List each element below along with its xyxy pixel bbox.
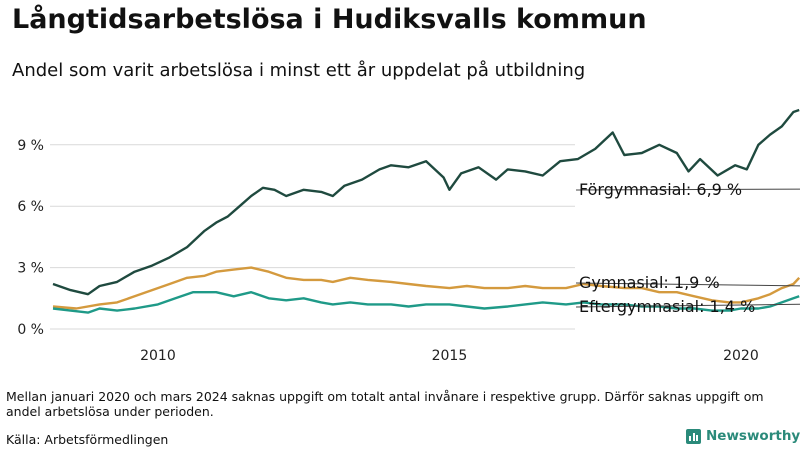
forgymnasial-label-leader xyxy=(575,188,800,191)
gridlines xyxy=(50,144,575,330)
x-tick-label: 2015 xyxy=(432,348,468,364)
y-axis-ticks: 0 % 3 % 6 % 9 % xyxy=(17,138,44,338)
eftergymnasial-label-leader xyxy=(575,303,800,308)
eftergymnasial-line-segment-1 xyxy=(52,291,800,314)
brand-name: Newsworthy xyxy=(706,428,800,444)
y-tick-label: 9 % xyxy=(17,138,44,154)
x-tick-label: 2010 xyxy=(140,348,176,364)
gymnasial-line-segment-1 xyxy=(52,266,800,310)
forgymnasial-line-segment-1 xyxy=(52,108,800,296)
source-credit: Källa: Arbetsförmedlingen xyxy=(6,432,169,447)
eftergymnasial-label: Eftergymnasial: 1,4 % xyxy=(579,297,755,316)
footnote: Mellan januari 2020 och mars 2024 saknas… xyxy=(6,389,764,419)
gymnasial-label-leader xyxy=(575,282,800,287)
gymnasial-label: Gymnasial: 1,9 % xyxy=(579,273,720,292)
forgymnasial-label: Förgymnasial: 6,9 % xyxy=(579,180,742,199)
chart-title: Långtidsarbetslösa i Hudiksvalls kommun xyxy=(12,4,647,35)
series-labels: Förgymnasial: 6,9 % Gymnasial: 1,9 % Efter… xyxy=(575,180,800,316)
series-lines xyxy=(52,108,800,314)
y-tick-label: 6 % xyxy=(17,199,44,215)
brand-logo: Newsworthy xyxy=(686,428,800,444)
y-tick-label: 0 % xyxy=(17,322,44,338)
chart-subtitle: Andel som varit arbetslösa i minst ett å… xyxy=(12,60,586,81)
line-chart: 0 %3 %6 %9 % 201020152020aug 2025 Förgym… xyxy=(17,108,800,364)
x-axis-ticks: 201020152020aug 2025 xyxy=(140,348,759,364)
y-tick-label: 3 % xyxy=(17,261,44,277)
x-tick-label: 2020 xyxy=(723,348,759,364)
bar-chart-icon xyxy=(686,428,701,444)
